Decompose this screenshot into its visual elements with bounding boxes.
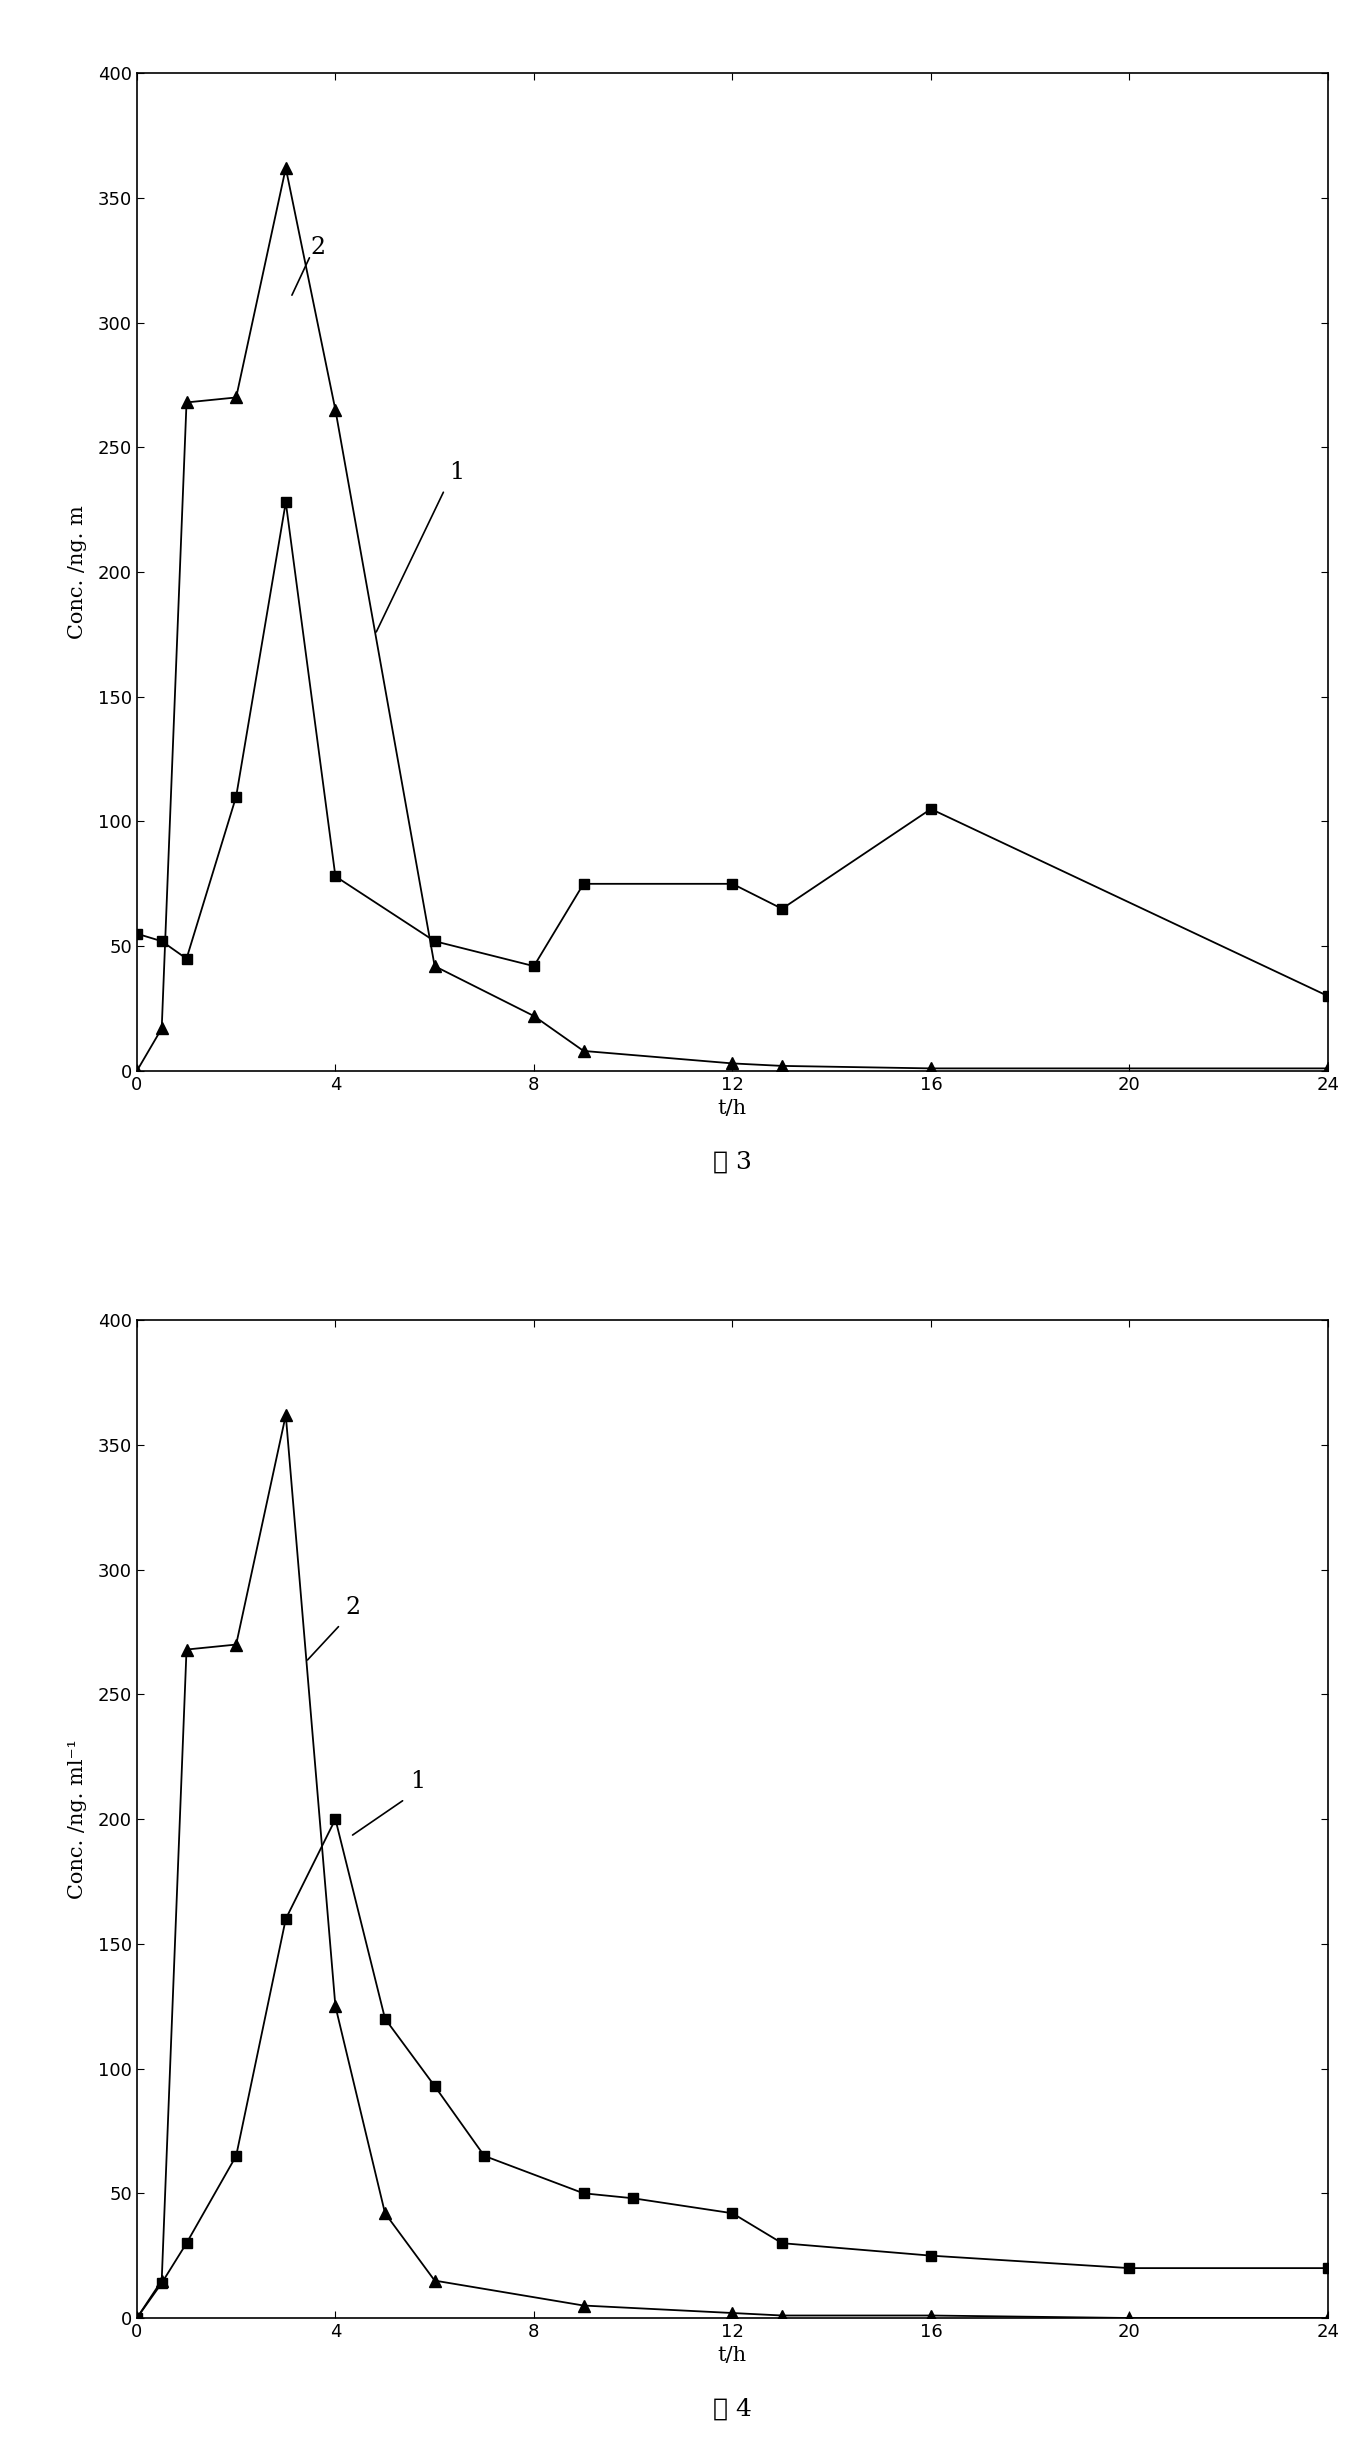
Text: 图 3: 图 3 — [713, 1152, 752, 1174]
X-axis label: t/h: t/h — [717, 2347, 747, 2364]
Text: 图 4: 图 4 — [713, 2399, 752, 2420]
Y-axis label: Conc. /ng. m: Conc. /ng. m — [67, 505, 86, 639]
Text: 2: 2 — [311, 237, 326, 259]
Text: 1: 1 — [449, 461, 464, 483]
Y-axis label: Conc. /ng. ml⁻¹: Conc. /ng. ml⁻¹ — [67, 1740, 86, 1898]
Text: 1: 1 — [409, 1771, 424, 1793]
X-axis label: t/h: t/h — [717, 1100, 747, 1118]
Text: 2: 2 — [345, 1596, 360, 1618]
